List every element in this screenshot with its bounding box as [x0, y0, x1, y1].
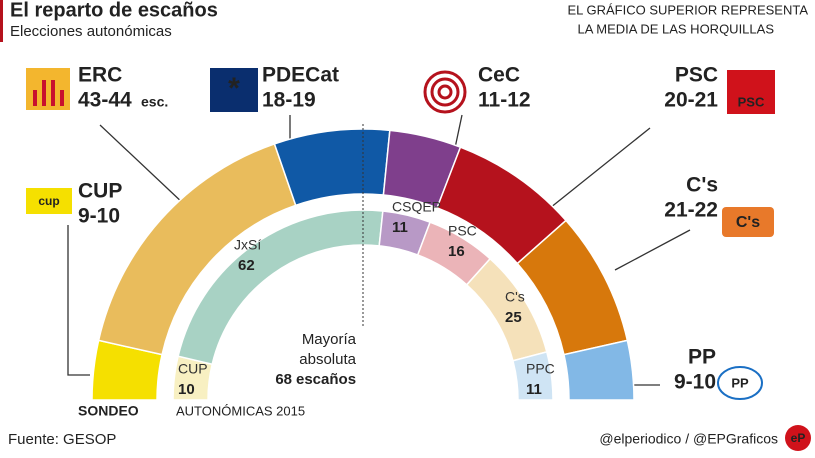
svg-text:C's: C's [736, 214, 760, 231]
accent [0, 0, 3, 42]
party-seats: 11-12 [478, 89, 531, 112]
subtitle: Elecciones autonómicas [10, 23, 172, 40]
party-seats: 20-21 [664, 89, 718, 112]
inner-name: C's [505, 289, 525, 305]
leaders [67, 114, 691, 386]
inner-seats: 10 [178, 381, 195, 398]
segment [512, 350, 554, 401]
source: Fuente: GESOP [8, 431, 116, 448]
svg-text:PSC: PSC [738, 94, 765, 109]
inner-seats: 11 [526, 381, 542, 398]
party-seats: 9-10 [78, 205, 120, 228]
note: EL GRÁFICO SUPERIOR REPRESENTA [567, 2, 808, 17]
credit: @elperiodico / @EPGraficos [599, 431, 778, 447]
majority-value: 68 [275, 371, 292, 388]
ring-label: AUTONÓMICAS 2015 [176, 403, 305, 418]
segment [563, 339, 635, 401]
inner-name: JxSí [234, 237, 261, 253]
inner-seats: 16 [448, 243, 465, 260]
party-name: CeC [478, 64, 520, 87]
inner-name: CSQEP [392, 199, 441, 215]
party-name: PDECat [262, 64, 339, 87]
logos: * PSC C's PP cup eP [26, 68, 811, 451]
party-name: CUP [78, 180, 122, 203]
inner-seats: 25 [505, 309, 522, 326]
party-seats: 43-44 [78, 89, 132, 112]
svg-text:eP: eP [791, 431, 806, 445]
inner-name: CUP [178, 361, 208, 377]
majority-unit: escaños [296, 371, 356, 388]
party-seats: 21-22 [664, 199, 718, 222]
inner-seats: 62 [238, 257, 255, 274]
party-name: PSC [675, 64, 718, 87]
chart-title: El reparto de escaños [10, 0, 218, 21]
ring-label: SONDEO [78, 403, 139, 419]
party-name: PP [688, 346, 716, 369]
svg-text:cup: cup [38, 194, 59, 208]
inner-name: PSC [448, 223, 477, 239]
party-name: ERC [78, 64, 122, 87]
majority-label: absoluta [299, 351, 356, 368]
inner-seats: 11 [392, 219, 408, 236]
majority-label: Mayoría [302, 331, 357, 348]
inner-name: PPC [526, 361, 555, 377]
svg-text:PP: PP [731, 375, 749, 390]
note: LA MEDIA DE LAS HORQUILLAS [577, 21, 774, 36]
segment [273, 128, 391, 207]
party-name: C's [686, 174, 718, 197]
party-seats: 9-10 [674, 371, 716, 394]
party-seats: 18-19 [262, 89, 316, 112]
unit: esc. [141, 94, 168, 110]
svg-text:*: * [228, 72, 240, 105]
